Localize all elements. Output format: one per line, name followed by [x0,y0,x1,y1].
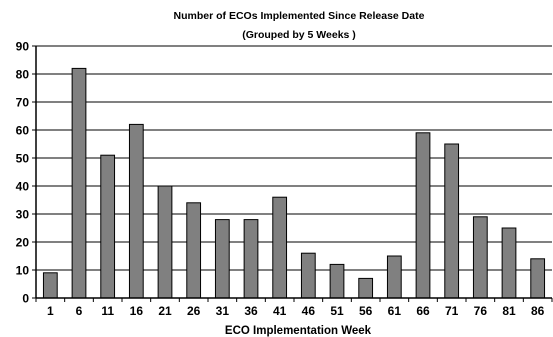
y-tick-labels: 0 10 20 30 40 50 60 70 80 90 [16,40,36,306]
y-tick-label: 10 [16,264,30,278]
bar [444,143,460,299]
x-tick-label: 16 [130,304,144,318]
bar [300,252,316,299]
x-tick-label: 61 [388,304,402,318]
bar [272,196,288,299]
y-tick-label: 50 [16,152,30,166]
bar [472,216,488,299]
x-tick-label: 76 [474,304,488,318]
bar [42,272,58,299]
x-tick-label: 6 [76,304,83,318]
bar [530,258,546,299]
y-tick-label: 90 [16,40,30,54]
x-tick-label: 36 [244,304,258,318]
x-tick-label: 71 [445,304,459,318]
y-tick-label: 30 [16,208,30,222]
bar [386,255,402,299]
x-tick-label: 66 [416,304,430,318]
gridlines [36,45,552,271]
bar [415,132,431,299]
chart-title: Number of ECOs Implemented Since Release… [174,10,425,22]
x-axis-title: ECO Implementation Week [225,325,372,337]
x-tick-label: 81 [502,304,516,318]
bar [501,227,517,299]
bar [157,185,173,299]
bar [128,123,144,299]
x-tick-label: 31 [216,304,230,318]
y-tick-label: 70 [16,96,30,110]
x-tick-label: 41 [273,304,287,318]
x-tick-labels: 1 6 11 16 21 26 31 36 41 46 51 56 61 66 71 76 81 86 [35,298,553,318]
x-tick-label: 46 [302,304,316,318]
x-tick-label: 21 [158,304,172,318]
bar [100,154,116,299]
x-tick-label: 56 [359,304,373,318]
x-tick-label: 86 [531,304,545,318]
x-tick-label: 1 [47,304,54,318]
bar [243,219,259,299]
x-tick-label: 51 [330,304,344,318]
chart-subtitle: (Grouped by 5 Weeks ) [242,29,356,41]
bar [329,263,345,299]
bar [214,219,230,299]
y-tick-label: 60 [16,124,30,138]
bars [42,67,546,299]
x-tick-label: 11 [101,304,114,318]
y-tick-label: 0 [22,292,29,306]
bar [358,277,374,299]
y-tick-label: 80 [16,68,30,82]
x-tick-label: 26 [187,304,201,318]
y-tick-label: 40 [16,180,30,194]
bar [186,202,202,299]
y-tick-label: 20 [16,236,30,250]
bar [71,67,87,299]
